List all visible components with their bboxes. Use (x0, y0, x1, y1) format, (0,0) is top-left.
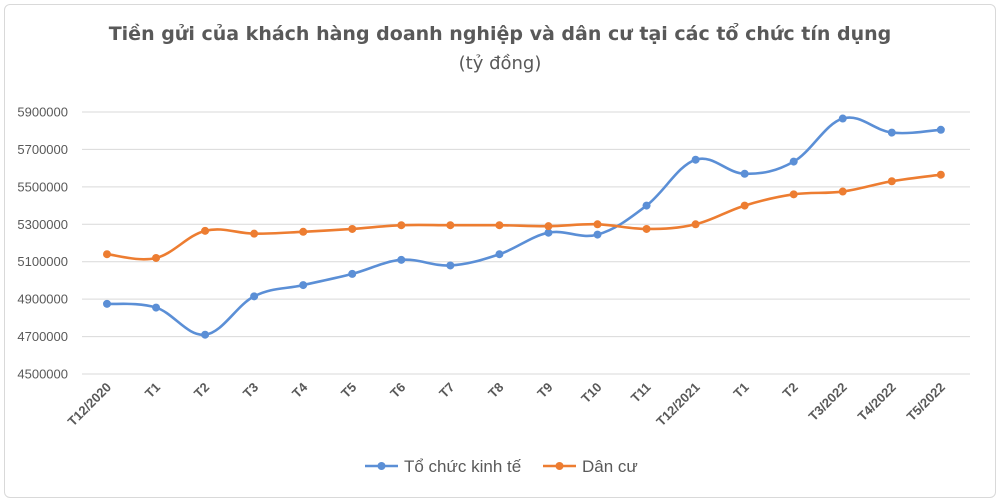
y-tick-label: 5100000 (17, 254, 68, 269)
x-tick-label: T7 (436, 380, 457, 401)
data-point (103, 299, 111, 308)
x-tick-label: T9 (534, 380, 555, 401)
data-point (838, 114, 847, 123)
data-point (642, 201, 651, 210)
data-point (642, 224, 651, 233)
data-point (593, 230, 602, 239)
data-point (691, 220, 700, 229)
data-point (789, 157, 798, 166)
chart-title: Tiền gửi của khách hàng doanh nghiệp và … (109, 22, 892, 45)
data-point (397, 255, 406, 264)
data-point (201, 330, 210, 339)
data-point (299, 281, 308, 290)
x-tick-label: T4/2022 (855, 380, 899, 424)
x-tick-label: T5 (338, 380, 359, 401)
x-tick-label: T11 (628, 380, 654, 406)
legend-item-1: Tổ chức kinh tế (365, 457, 522, 476)
data-point (544, 222, 553, 231)
data-point (936, 170, 945, 179)
data-point (495, 250, 504, 259)
data-point (887, 128, 896, 137)
data-point (152, 253, 161, 262)
x-tick-label: T10 (578, 380, 604, 406)
y-tick-label: 4700000 (17, 329, 68, 344)
data-point (593, 220, 602, 229)
data-point (348, 269, 357, 278)
chart-subtitle: (tỷ đồng) (459, 53, 542, 74)
x-axis: T12/2020 T1 T2 T3 T4 T5 T6 T7 T8 T9 T10 T11 T12/2021… (65, 379, 948, 429)
x-tick-label: T4 (289, 379, 311, 401)
legend: Tổ chức kinh tế Dân cư (365, 457, 638, 476)
x-tick-label: T1 (730, 380, 751, 401)
x-tick-label: T1 (142, 380, 163, 401)
y-tick-label: 4500000 (17, 367, 68, 382)
data-point (446, 221, 455, 230)
x-tick-label: T3 (240, 380, 261, 401)
data-point (201, 226, 210, 235)
data-point (887, 177, 896, 186)
x-tick-label: T12/2020 (65, 380, 114, 429)
data-point (495, 221, 504, 230)
data-point (691, 155, 700, 164)
legend-label: Tổ chức kinh tế (404, 457, 522, 476)
legend-label: Dân cư (582, 457, 638, 476)
legend-item-2: Dân cư (543, 457, 638, 476)
y-tick-label: 5500000 (17, 179, 68, 194)
x-tick-label: T8 (485, 380, 506, 401)
data-point (250, 292, 259, 301)
data-point (446, 261, 455, 270)
series-layer (103, 114, 945, 339)
data-point (936, 125, 945, 134)
data-point (348, 224, 357, 233)
x-tick-label: T2 (779, 380, 800, 401)
series-2 (103, 170, 945, 262)
y-axis: 4500000 4700000 4900000 5100000 5300000 55000… (17, 105, 68, 382)
grid-lines (82, 111, 970, 375)
series-line (106, 116, 941, 337)
x-tick-label: T5/2022 (904, 380, 948, 424)
y-tick-label: 5700000 (17, 142, 68, 157)
series-1 (103, 114, 945, 339)
x-tick-label: T3/2022 (806, 380, 850, 424)
series-line (106, 173, 942, 261)
y-tick-label: 5300000 (17, 217, 68, 232)
x-tick-label: T12/2021 (653, 380, 702, 429)
data-point (103, 250, 111, 259)
y-tick-label: 4900000 (17, 292, 68, 307)
data-point (544, 228, 553, 237)
data-point (789, 190, 798, 199)
y-tick-label: 5900000 (17, 105, 68, 120)
x-tick-label: T6 (387, 380, 408, 401)
data-point (838, 187, 847, 196)
data-point (397, 221, 406, 230)
data-point (740, 201, 749, 210)
data-point (299, 227, 308, 236)
legend-marker (555, 462, 564, 470)
legend-marker (377, 462, 386, 470)
data-point (152, 303, 161, 312)
data-point (250, 229, 259, 238)
x-tick-label: T2 (191, 380, 212, 401)
data-point (740, 169, 749, 178)
